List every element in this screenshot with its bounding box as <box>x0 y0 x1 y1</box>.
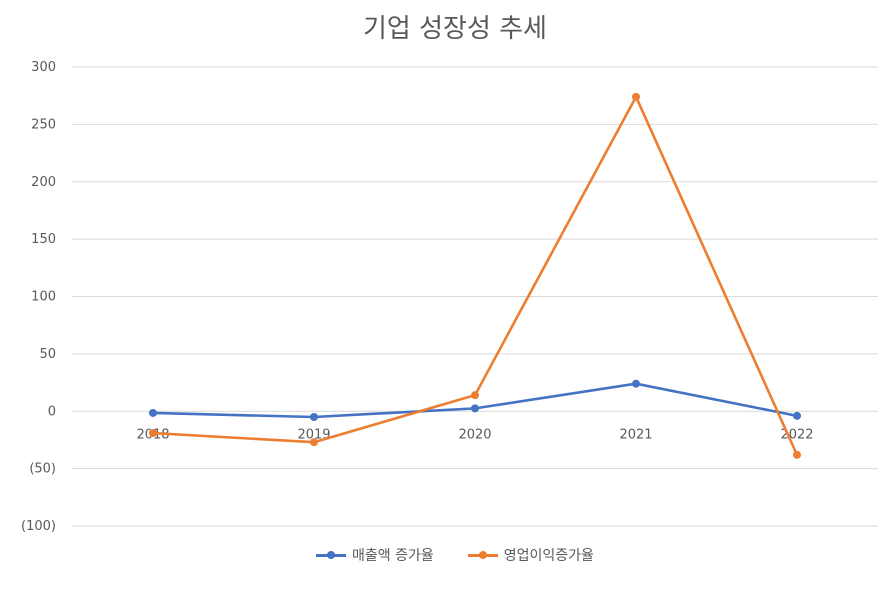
data-point-0 <box>632 379 640 388</box>
legend: 매출액 증가율 영업이익증가율 <box>0 545 896 565</box>
data-point-1 <box>149 429 157 438</box>
y-tick-label: (100) <box>21 519 56 534</box>
data-point-1 <box>471 391 479 400</box>
x-tick-label: 2021 <box>619 427 652 442</box>
data-point-0 <box>310 412 318 421</box>
y-axis-tick-labels: 300 250 200 150 100 50 0 (50) (100) <box>21 60 56 534</box>
y-tick-label: 0 <box>48 404 56 419</box>
legend-label-sales-growth: 매출액 증가율 <box>352 548 434 564</box>
series-lines <box>149 92 801 459</box>
data-point-1 <box>632 92 640 101</box>
y-tick-label: 100 <box>31 290 56 305</box>
legend-item-sales-growth: 매출액 증가율 <box>316 545 434 565</box>
legend-label-operating-profit-growth: 영업이익증가율 <box>503 548 594 564</box>
y-tick-label: 300 <box>31 60 56 75</box>
data-point-1 <box>793 450 801 459</box>
series-line-1 <box>152 95 799 456</box>
chart-title: 기업 성장성 추세 <box>363 14 547 44</box>
x-tick-label: 2020 <box>458 427 491 442</box>
legend-swatch-sales-growth <box>316 550 347 559</box>
data-point-0 <box>471 404 479 413</box>
data-point-0 <box>793 411 801 420</box>
data-point-0 <box>149 408 157 417</box>
gridlines <box>72 66 878 527</box>
legend-swatch-operating-profit-growth <box>467 550 498 559</box>
data-point-1 <box>310 438 318 447</box>
legend-item-operating-profit-growth: 영업이익증가율 <box>467 545 594 565</box>
y-tick-label: 50 <box>39 347 56 362</box>
x-axis-tick-labels: 20182019202020212022 <box>136 427 813 442</box>
y-tick-label: 200 <box>31 175 56 190</box>
y-tick-label: 250 <box>31 117 56 132</box>
y-tick-label: 150 <box>31 232 56 247</box>
y-tick-label: (50) <box>29 462 56 477</box>
